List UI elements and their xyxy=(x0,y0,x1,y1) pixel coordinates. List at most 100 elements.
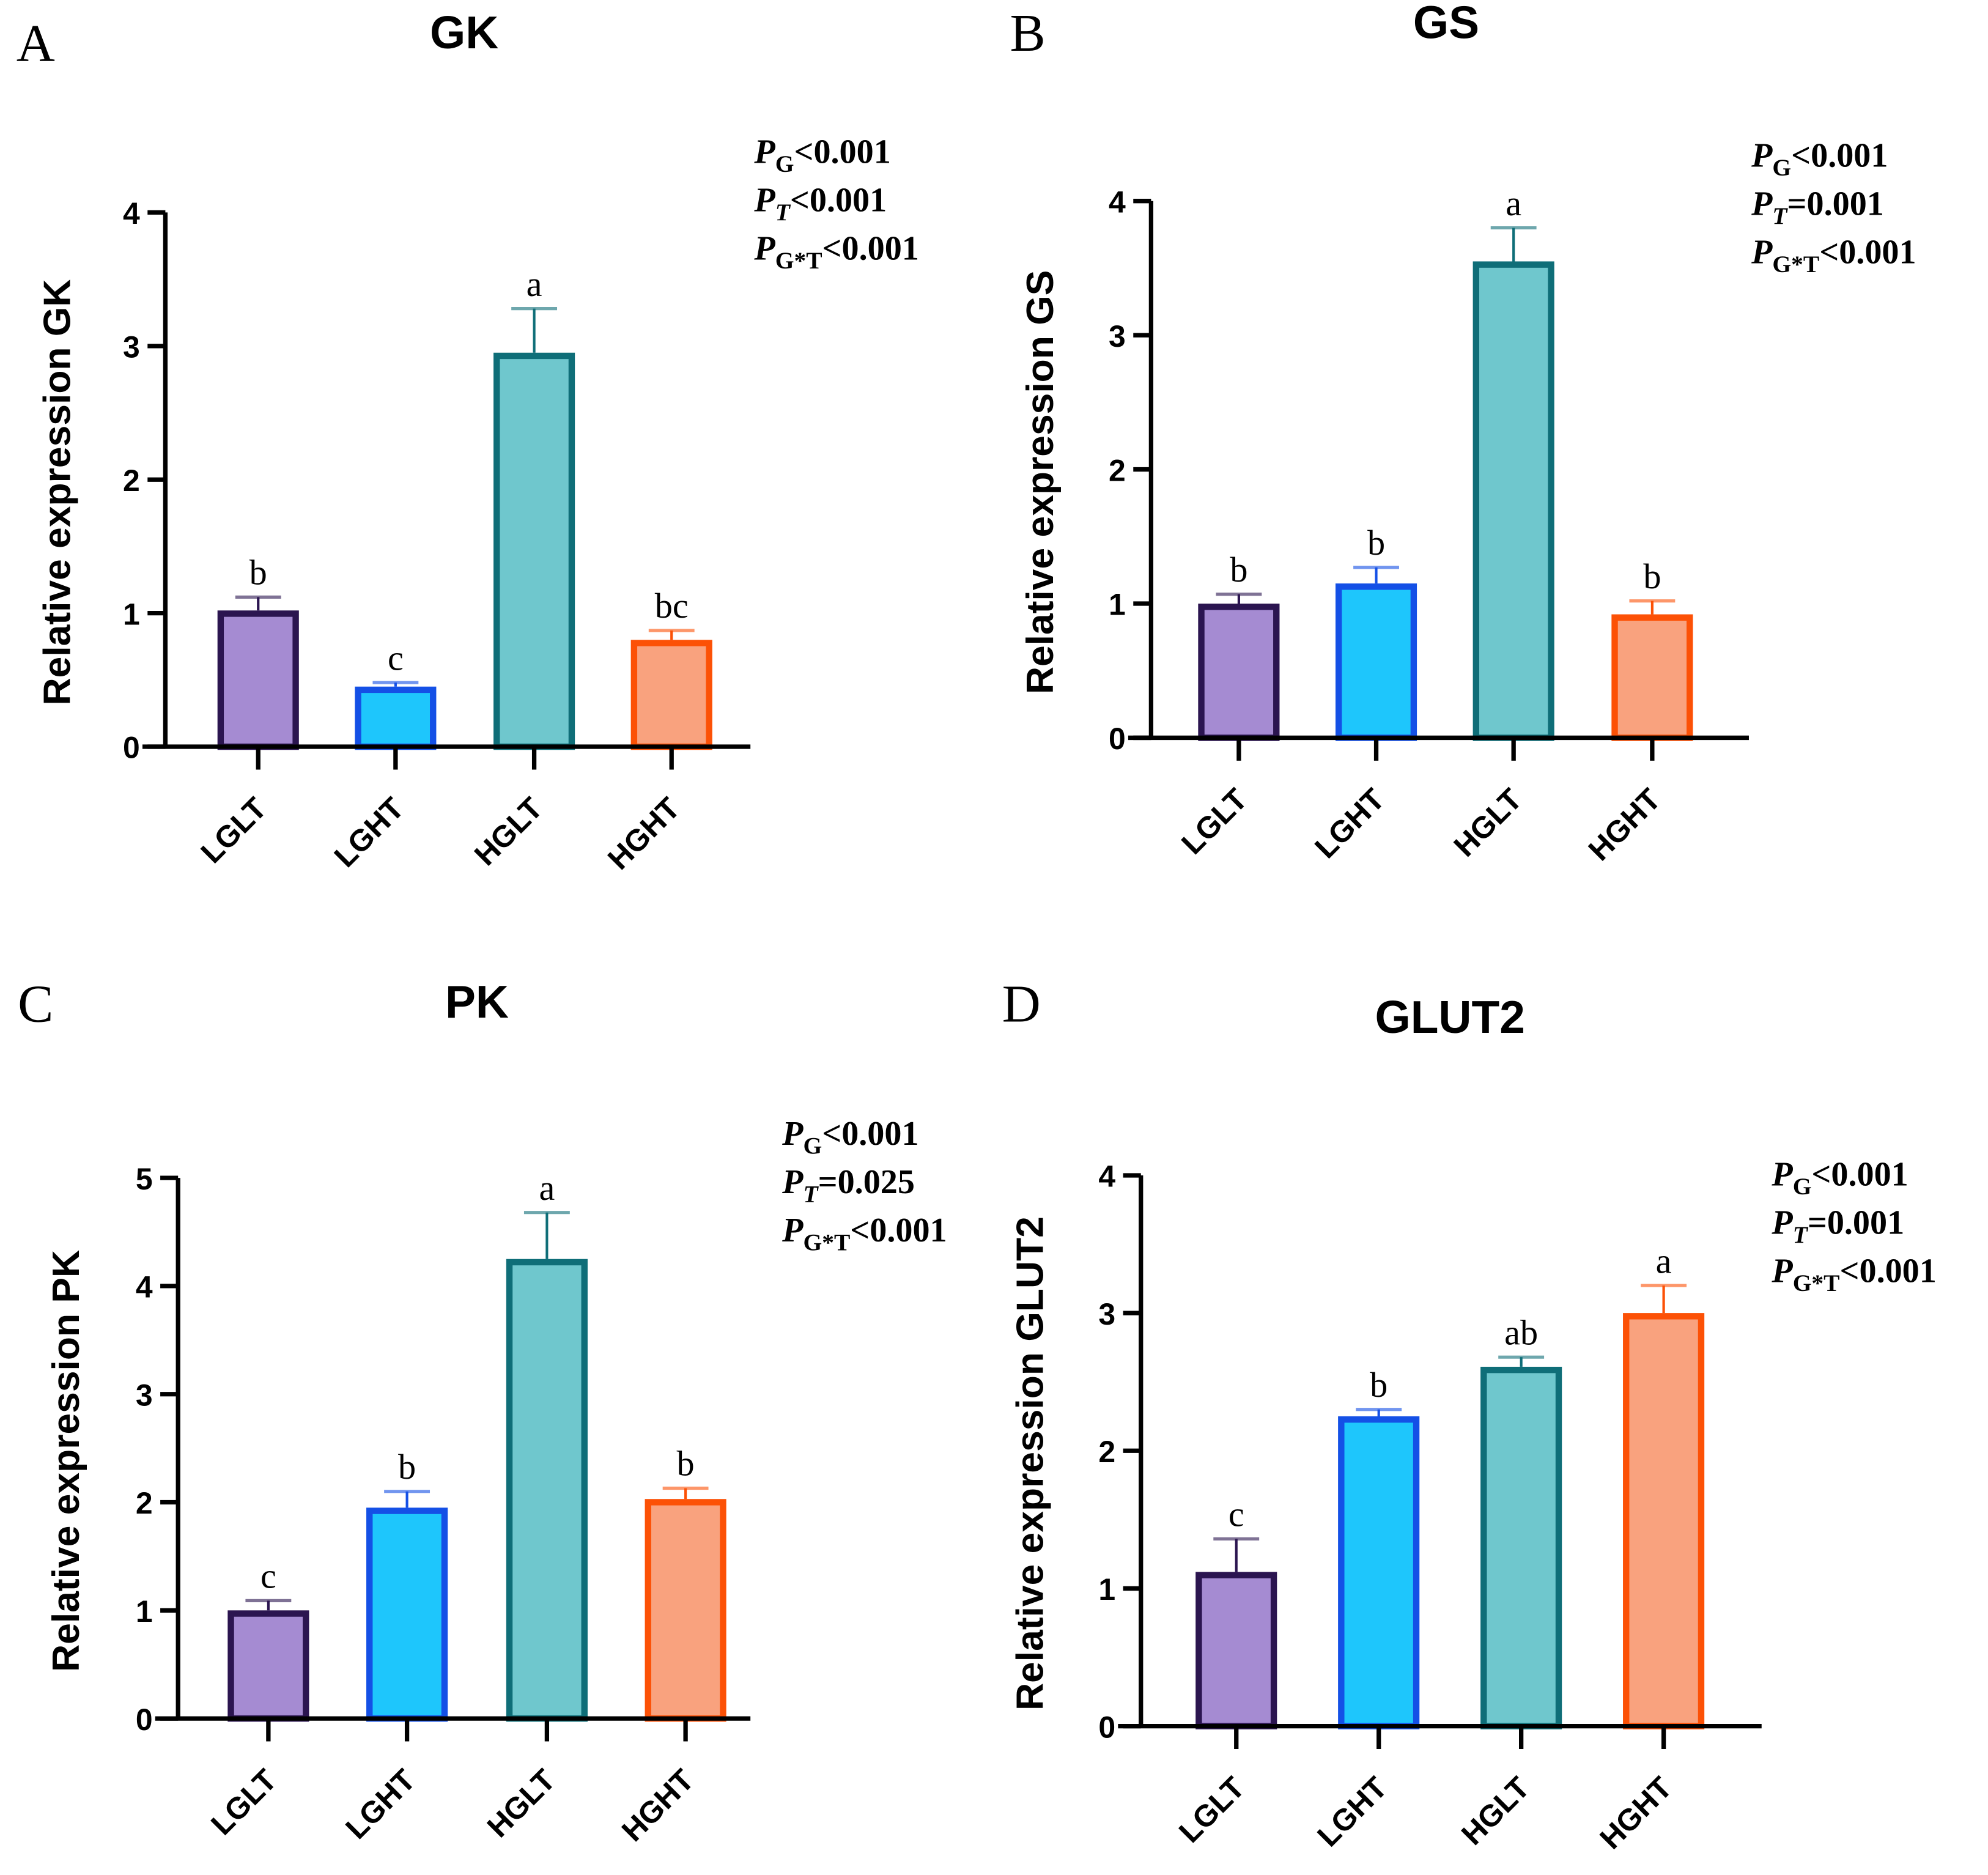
y-tick-label: 1 xyxy=(123,597,140,631)
y-axis-label: Relative expression GS xyxy=(1019,270,1062,694)
significance-letter: a xyxy=(1656,1241,1672,1281)
bar-hght xyxy=(630,640,712,750)
bar-hglt xyxy=(1473,261,1554,741)
p-relation: <0.001 xyxy=(822,229,919,267)
bar-lght xyxy=(1338,1416,1420,1729)
p-symbol: P xyxy=(1751,185,1773,223)
p-value-annotation: PT=0.001 xyxy=(1771,1204,1904,1249)
x-tick-label: HGHT xyxy=(1582,782,1668,868)
p-value-annotation: PT<0.001 xyxy=(753,181,887,226)
panel-c: C PK Relative expression PK c LGLT b LGHT a HGLT… xyxy=(18,974,947,1848)
p-relation: <0.001 xyxy=(1791,137,1888,175)
p-relation: =0.025 xyxy=(818,1163,915,1201)
bar-hght xyxy=(1611,614,1693,741)
p-symbol: P xyxy=(782,1115,804,1153)
y-axis-label: Relative expression PK xyxy=(45,1250,87,1672)
x-tick-label: HGHT xyxy=(1593,1770,1679,1856)
significance-letter: b xyxy=(1370,1365,1388,1405)
p-subscript: G*T xyxy=(1772,251,1819,278)
x-tick-label: HGLT xyxy=(481,1762,562,1844)
p-symbol: P xyxy=(753,181,775,219)
y-tick-label: 5 xyxy=(136,1162,153,1196)
bar-lght xyxy=(366,1507,448,1722)
x-tick-label: LGHT xyxy=(328,791,411,874)
panel-letter: A xyxy=(17,13,55,73)
y-tick-label: 2 xyxy=(1098,1435,1115,1469)
y-tick-label: 0 xyxy=(1109,722,1126,756)
p-subscript: T xyxy=(775,199,791,226)
x-tick-label: LGHT xyxy=(1310,1770,1394,1854)
significance-letter: b xyxy=(398,1447,416,1487)
y-tick-label: 2 xyxy=(123,464,140,498)
x-tick-label: HGLT xyxy=(468,791,549,872)
x-tick-label: LGHT xyxy=(339,1762,422,1846)
p-value-annotation: PG*T<0.001 xyxy=(1751,234,1916,278)
y-tick-label: 4 xyxy=(136,1270,153,1304)
bar-hglt xyxy=(493,352,575,750)
p-symbol: P xyxy=(753,133,775,171)
p-relation: <0.001 xyxy=(1811,1156,1908,1194)
significance-letter: c xyxy=(388,638,404,678)
bar-lght xyxy=(355,686,437,750)
bar-lglt xyxy=(1198,604,1280,741)
significance-letter: ab xyxy=(1504,1312,1538,1352)
y-tick-label: 1 xyxy=(1098,1572,1115,1607)
p-relation: <0.001 xyxy=(1840,1252,1937,1290)
p-symbol: P xyxy=(1751,137,1773,175)
p-value-annotation: PG<0.001 xyxy=(1771,1156,1908,1200)
y-tick-label: 2 xyxy=(136,1486,153,1520)
p-subscript: G*T xyxy=(1793,1270,1840,1296)
p-value-annotation: PG<0.001 xyxy=(1751,137,1888,182)
y-tick-label: 4 xyxy=(123,196,140,231)
panel-a: A GK Relative expression GK b LGLT c LGHT a HGLT… xyxy=(17,7,919,876)
p-value-annotation: PG*T<0.001 xyxy=(782,1211,947,1256)
x-tick-label: LGLT xyxy=(1175,782,1254,861)
p-subscript: G*T xyxy=(775,247,822,274)
x-tick-label: LGLT xyxy=(204,1762,283,1841)
bar-lglt xyxy=(1195,1572,1277,1729)
y-axis-label: Relative expression GK xyxy=(36,279,78,706)
x-tick-label: HGHT xyxy=(615,1762,701,1848)
p-symbol: P xyxy=(1771,1204,1793,1242)
significance-letter: b xyxy=(677,1444,695,1484)
p-value-annotation: PG*T<0.001 xyxy=(1771,1252,1936,1297)
y-tick-label: 3 xyxy=(1098,1297,1115,1331)
p-value-annotation: PG<0.001 xyxy=(782,1115,918,1159)
p-subscript: T xyxy=(803,1181,819,1208)
significance-letter: b xyxy=(1643,557,1661,596)
p-relation: <0.001 xyxy=(822,1115,918,1153)
significance-letter: b xyxy=(1367,523,1385,563)
chart-title: GLUT2 xyxy=(1375,991,1524,1043)
y-tick-label: 0 xyxy=(136,1703,153,1737)
y-tick-label: 0 xyxy=(1098,1710,1115,1744)
p-symbol: P xyxy=(1751,234,1773,272)
significance-letter: c xyxy=(261,1556,276,1596)
p-subscript: G xyxy=(775,150,794,177)
y-axis-label: Relative expression GLUT2 xyxy=(1010,1216,1052,1710)
significance-letter: bc xyxy=(655,586,689,626)
y-tick-label: 4 xyxy=(1109,185,1126,219)
p-relation: <0.001 xyxy=(790,181,887,219)
bar-hght xyxy=(1623,1313,1705,1729)
y-tick-label: 3 xyxy=(1109,319,1126,353)
x-tick-label: HGLT xyxy=(1447,782,1529,864)
p-relation: <0.001 xyxy=(794,133,890,171)
x-tick-label: LGHT xyxy=(1308,782,1391,865)
p-symbol: P xyxy=(753,229,775,267)
bar-lght xyxy=(1335,583,1417,741)
x-tick-label: HGLT xyxy=(1455,1770,1536,1852)
significance-letter: b xyxy=(1230,550,1247,590)
y-tick-label: 3 xyxy=(123,330,140,364)
p-value-annotation: PG*T<0.001 xyxy=(753,229,918,274)
y-tick-label: 3 xyxy=(136,1378,153,1412)
significance-letter: c xyxy=(1229,1495,1244,1534)
significance-letter: b xyxy=(249,553,267,593)
p-symbol: P xyxy=(1771,1252,1793,1290)
panel-d: D GLUT2 Relative expression GLUT2 c LGLT b LGH… xyxy=(1002,974,1937,1855)
p-relation: <0.001 xyxy=(850,1211,947,1249)
p-relation: <0.001 xyxy=(1819,234,1916,272)
x-tick-label: LGLT xyxy=(1172,1770,1251,1849)
panel-b: B GS Relative expression GS b LGLT b LGHT a HGLT… xyxy=(1010,0,1916,867)
x-tick-label: LGLT xyxy=(194,791,273,870)
